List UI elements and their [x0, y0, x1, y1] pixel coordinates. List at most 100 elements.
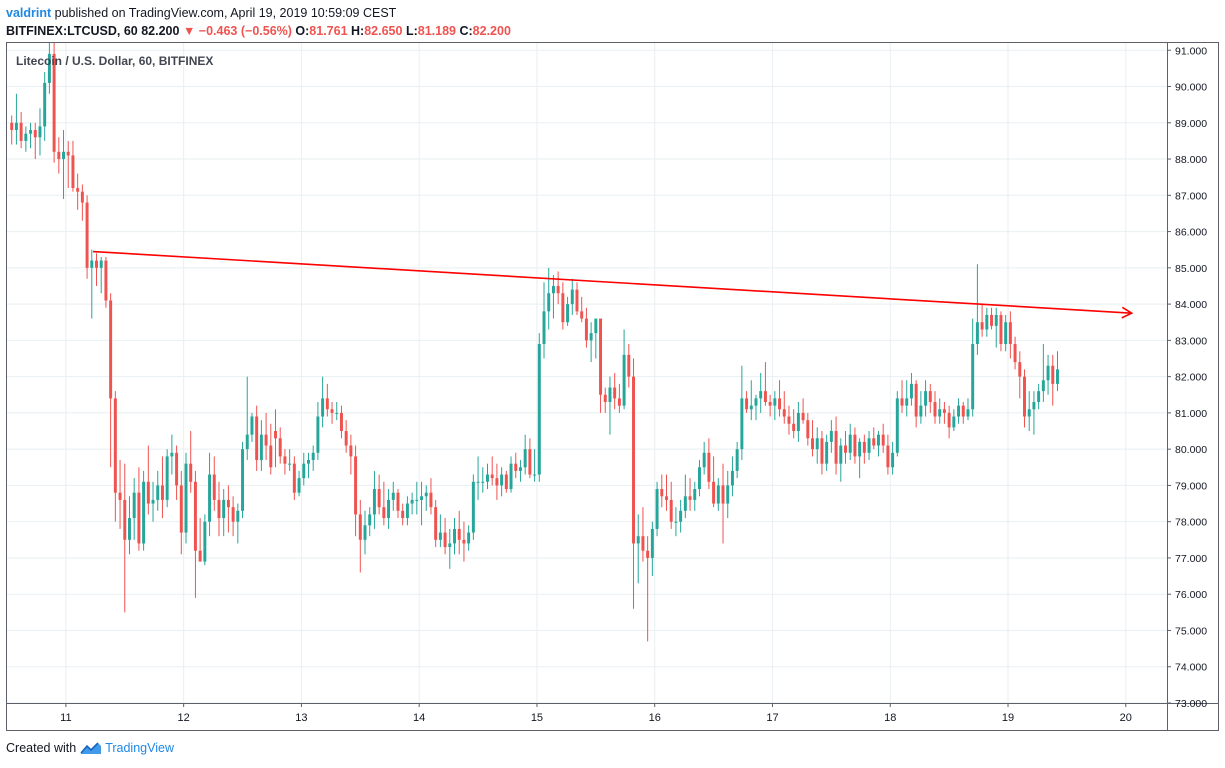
- candle-body: [33, 130, 37, 138]
- chart-panel[interactable]: 91.000 90.000 89.000 88.000 87.000 86.000 85.0…: [6, 42, 1219, 731]
- candle-body: [834, 431, 838, 464]
- candle-body: [57, 151, 61, 160]
- candle-body: [792, 423, 796, 432]
- candle-body: [123, 499, 127, 540]
- candle-body: [90, 260, 94, 268]
- candle-body: [679, 510, 683, 522]
- chart-title: Litecoin / U.S. Dollar, 60, BITFINEX: [16, 54, 213, 68]
- candle-body: [189, 463, 193, 482]
- candle-body: [726, 485, 730, 504]
- candle-body: [575, 289, 579, 312]
- low-value: 81.189: [417, 24, 456, 38]
- candle-body: [825, 441, 829, 464]
- candle-body: [467, 532, 471, 544]
- candle-body: [24, 133, 28, 141]
- candle-body: [820, 438, 824, 464]
- candle-body: [424, 492, 428, 497]
- candlestick-chart[interactable]: 91.000 90.000 89.000 88.000 87.000 86.000 85.0…: [7, 43, 1218, 730]
- ohlc-line: BITFINEX:LTCUSD, 60 82.200 ▼ −0.463 (−0.…: [6, 22, 511, 40]
- candle-body: [942, 409, 946, 413]
- candle-body: [693, 489, 697, 500]
- candle-body: [740, 398, 744, 450]
- candle-body: [222, 499, 226, 519]
- candle-body: [500, 474, 504, 486]
- candle-body: [796, 412, 800, 432]
- candle-body: [829, 431, 833, 442]
- x-tick-label: 19: [1002, 712, 1014, 724]
- candle-body: [259, 434, 263, 461]
- candle-body: [250, 416, 254, 435]
- candle-body: [217, 499, 221, 519]
- candle-body: [561, 293, 565, 323]
- candle-body: [146, 481, 150, 504]
- price-change: −0.463 (−0.56%): [198, 24, 292, 38]
- candle-body: [523, 449, 527, 468]
- high-label: H:: [351, 24, 365, 38]
- candle-body: [245, 434, 249, 450]
- candle-body: [895, 398, 899, 453]
- candle-body: [151, 499, 155, 504]
- x-tick-label: 14: [413, 712, 425, 724]
- y-tick-label: 87.000: [1175, 190, 1207, 202]
- candle-body: [175, 452, 179, 486]
- candle-body: [387, 499, 391, 519]
- candle-body: [193, 481, 197, 551]
- candle-body: [537, 343, 541, 475]
- candle-body: [316, 416, 320, 453]
- candle-body: [707, 452, 711, 482]
- candle-body: [806, 420, 810, 439]
- candle-body: [71, 155, 75, 189]
- candle-body: [1046, 365, 1050, 381]
- candle-body: [952, 416, 956, 428]
- candle-body: [891, 452, 895, 468]
- candle-body: [113, 398, 117, 493]
- candle-body: [947, 412, 951, 428]
- y-tick-label: 88.000: [1175, 154, 1207, 166]
- candle-body: [528, 449, 532, 475]
- candle-body: [80, 191, 84, 203]
- candle-body: [62, 151, 66, 160]
- candle-body: [377, 489, 381, 508]
- published-info: published on TradingView.com, April 19, …: [54, 6, 397, 20]
- x-tick-label: 15: [531, 712, 543, 724]
- candle-body: [137, 492, 141, 544]
- y-tick-label: 74.000: [1175, 662, 1207, 674]
- candle-body: [438, 532, 442, 540]
- candle-body: [47, 53, 51, 83]
- candle-body: [415, 499, 419, 501]
- candle-body: [132, 492, 136, 519]
- close-value: 82.200: [472, 24, 511, 38]
- candle-body: [349, 445, 353, 457]
- candle-body: [165, 456, 169, 500]
- candle-body: [909, 383, 913, 399]
- candle-body: [551, 285, 555, 294]
- candle-body: [876, 434, 880, 446]
- author-name[interactable]: valdrint: [6, 6, 52, 20]
- candle-body: [1032, 402, 1036, 410]
- candle-body: [354, 456, 358, 515]
- candle-body: [768, 402, 772, 406]
- symbol-label: BITFINEX:LTCUSD, 60: [6, 24, 138, 38]
- candle-body: [518, 467, 522, 471]
- candle-body: [330, 409, 334, 413]
- candle-body: [632, 376, 636, 544]
- tradingview-brand[interactable]: TradingView: [105, 741, 174, 755]
- candle-body: [1055, 369, 1059, 384]
- candle-body: [358, 514, 362, 540]
- x-tick-label: 16: [649, 712, 661, 724]
- candle-body: [325, 398, 329, 410]
- y-tick-label: 80.000: [1175, 444, 1207, 456]
- candle-body: [815, 438, 819, 450]
- candle-body: [966, 409, 970, 417]
- candle-body: [650, 528, 654, 558]
- y-tick-label: 84.000: [1175, 299, 1207, 311]
- candle-body: [160, 485, 164, 500]
- candle-body: [208, 474, 212, 522]
- candle-body: [401, 510, 405, 519]
- tradingview-logo-icon: [80, 742, 102, 754]
- candle-body: [184, 463, 188, 533]
- candle-body: [702, 452, 706, 468]
- candle-body: [335, 412, 339, 414]
- candle-body: [306, 460, 310, 464]
- candle-body: [448, 543, 452, 548]
